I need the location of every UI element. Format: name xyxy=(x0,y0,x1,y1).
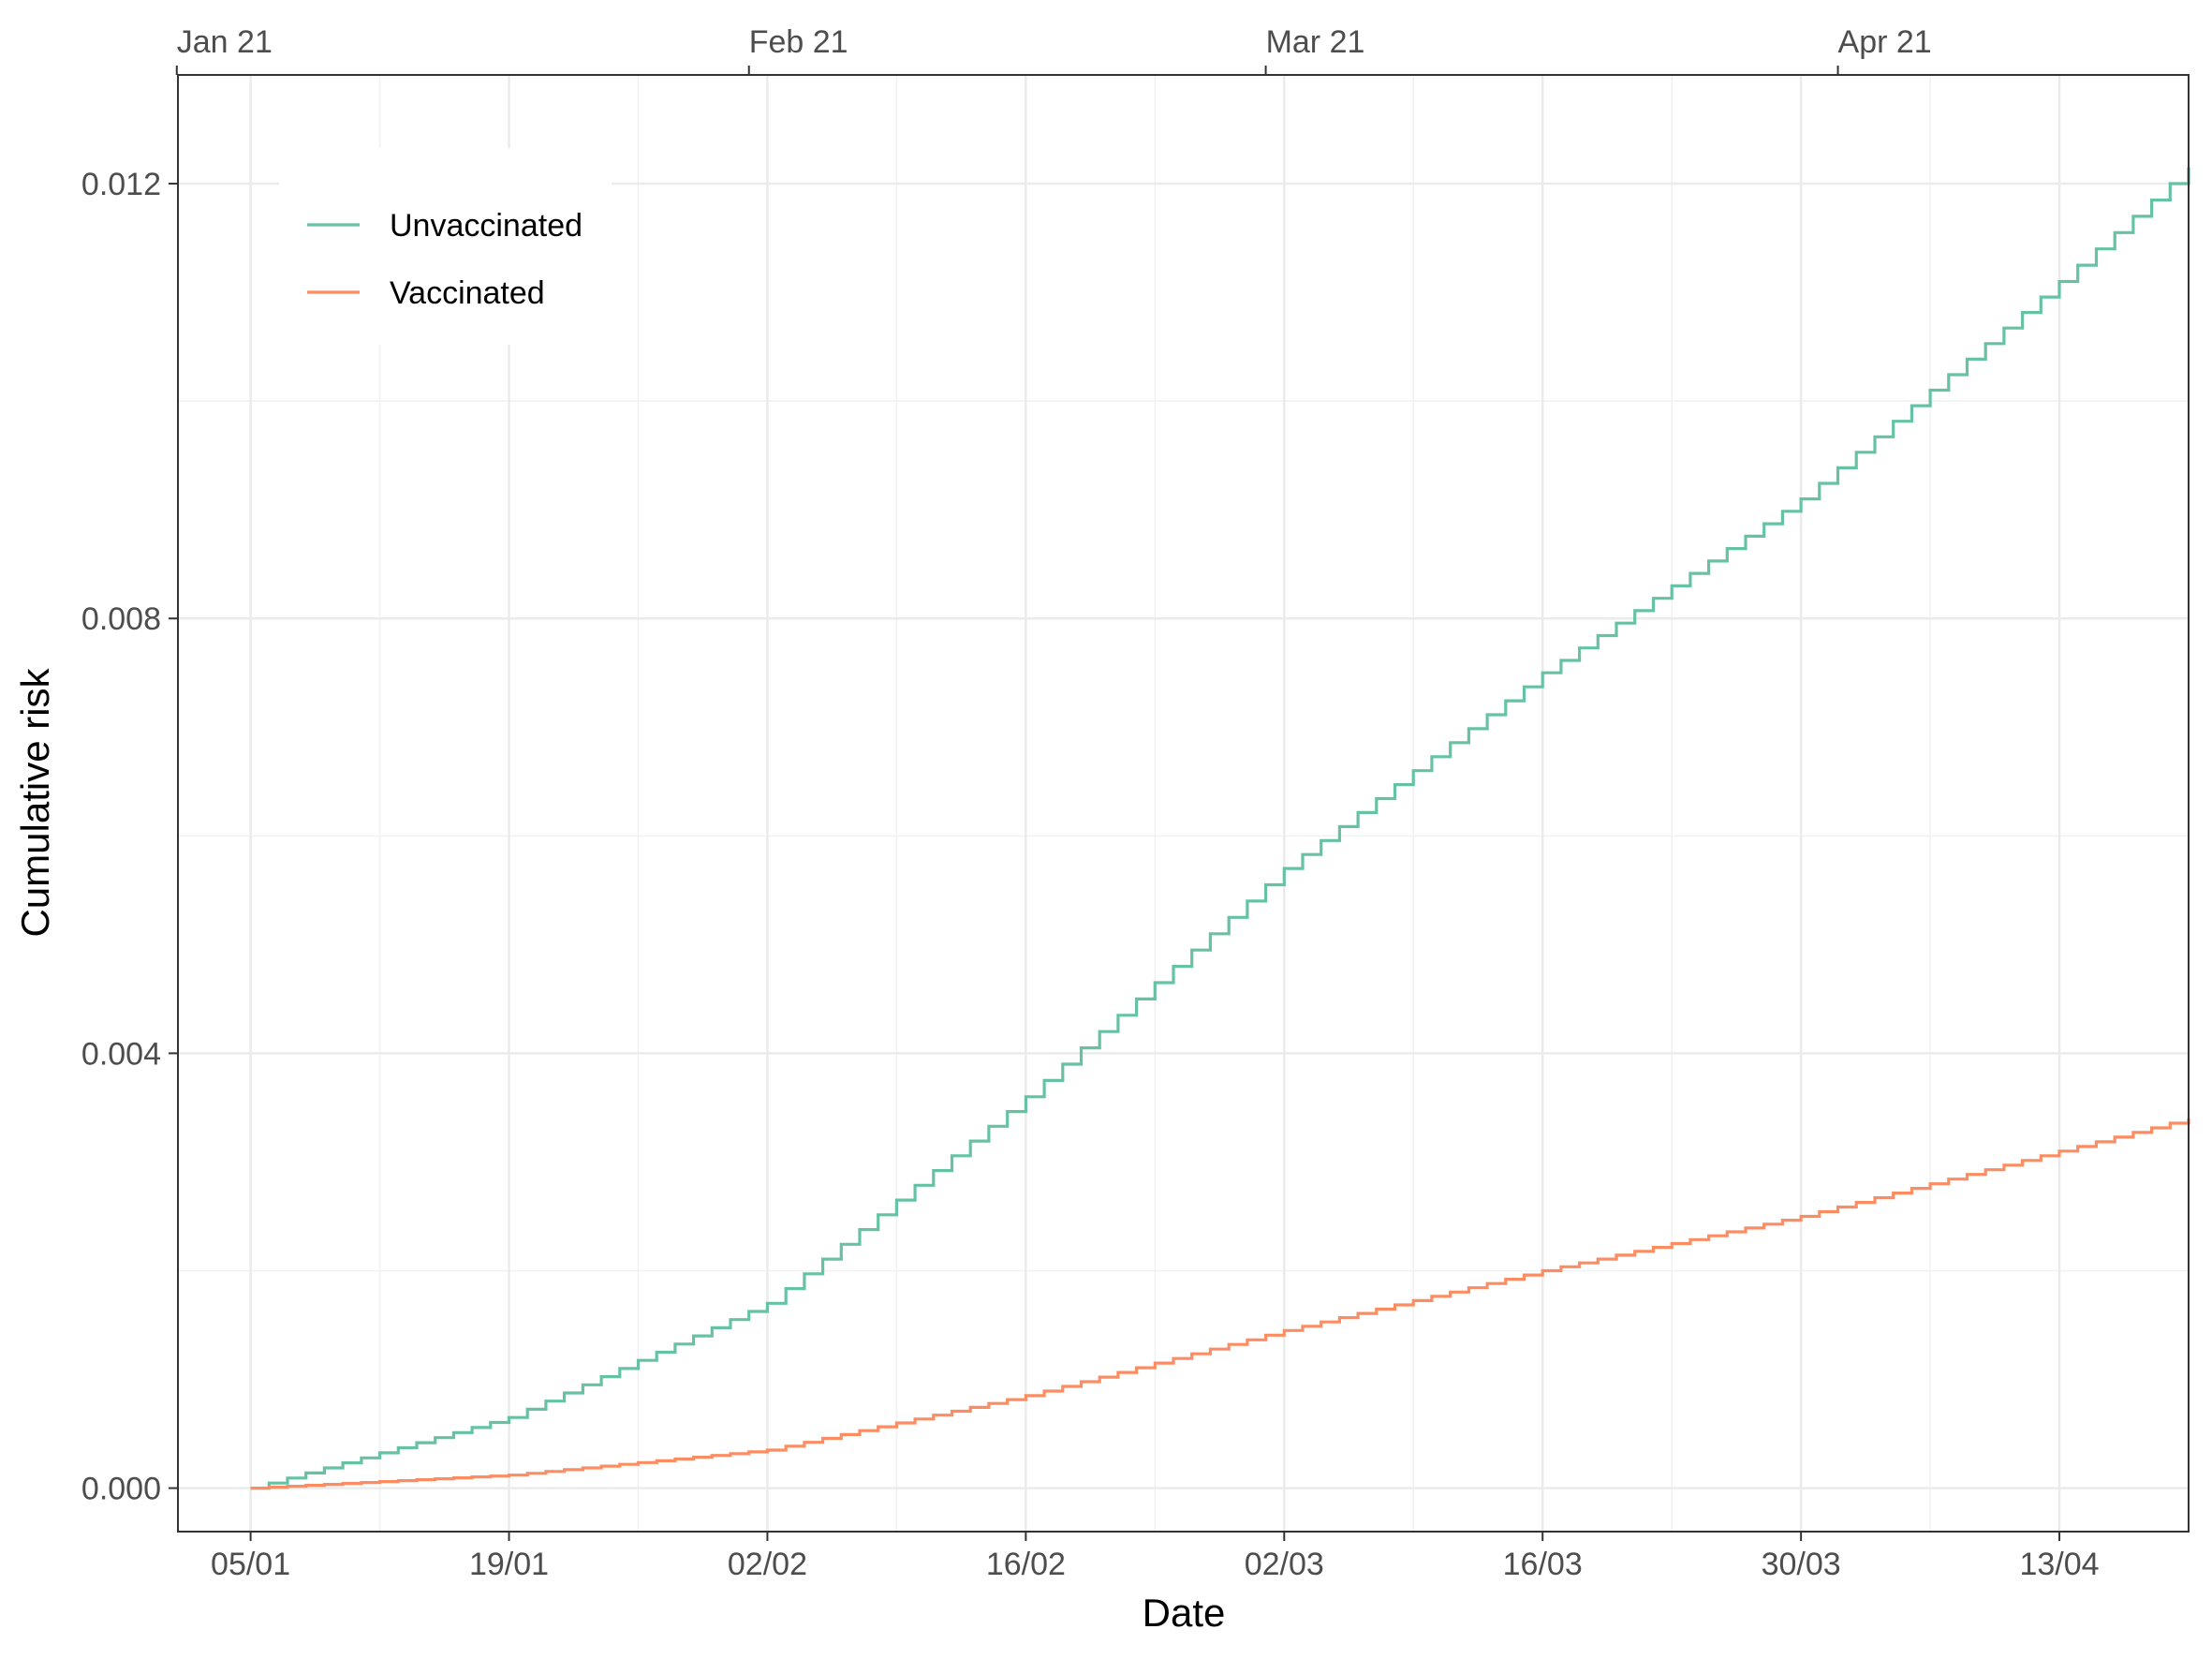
legend: Unvaccinated Vaccinated xyxy=(279,148,612,345)
y-tick-label: 0.004 xyxy=(81,1036,161,1072)
series-layer xyxy=(250,167,2190,1490)
x-tick-label: 16/02 xyxy=(986,1547,1066,1582)
top-tick-label: Apr 21 xyxy=(1838,24,1932,60)
x-tick-label: 30/03 xyxy=(1762,1547,1841,1582)
x-axis: 05/01 19/01 02/02 16/02 02/03 16/03 30/03 13/04 xyxy=(211,1532,2100,1582)
series-line-vaccinated xyxy=(250,1118,2190,1490)
legend-background xyxy=(279,148,612,345)
series-line-unvaccinated xyxy=(250,167,2190,1490)
grid-minor xyxy=(178,75,2189,1532)
top-axis: Jan 21 Feb 21 Mar 21 Apr 21 xyxy=(175,24,1932,75)
x-tick-label: 16/03 xyxy=(1503,1547,1583,1582)
y-axis: 0.000 0.004 0.008 0.012 xyxy=(81,167,178,1507)
grid-major xyxy=(178,75,2189,1532)
y-tick-label: 0.008 xyxy=(81,601,161,637)
x-tick-label: 05/01 xyxy=(211,1547,290,1582)
legend-label-vaccinated: Vaccinated xyxy=(390,275,545,311)
x-tick-label: 02/03 xyxy=(1245,1547,1324,1582)
top-tick-label: Mar 21 xyxy=(1266,24,1365,60)
y-tick-label: 0.000 xyxy=(81,1472,161,1507)
top-tick-label: Feb 21 xyxy=(749,24,848,60)
x-tick-label: 13/04 xyxy=(2019,1547,2099,1582)
plot-border xyxy=(177,74,2190,1533)
y-axis-title: Cumulative risk xyxy=(13,667,57,937)
x-tick-label: 02/02 xyxy=(728,1547,807,1582)
x-axis-title: Date xyxy=(1143,1591,1226,1635)
legend-label-unvaccinated: Unvaccinated xyxy=(390,208,582,244)
y-tick-label: 0.012 xyxy=(81,167,161,202)
top-tick-label: Jan 21 xyxy=(177,24,273,60)
x-tick-label: 19/01 xyxy=(469,1547,549,1582)
